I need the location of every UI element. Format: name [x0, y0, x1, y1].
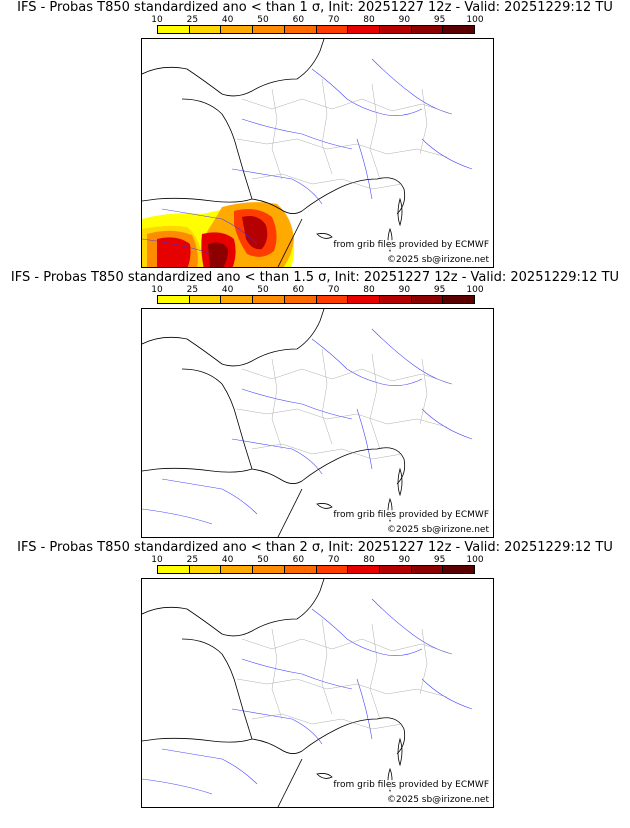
colorbar-swatch [379, 26, 412, 33]
colorbar-tick-label: 50 [257, 285, 269, 295]
colorbar-tick-label: 100 [466, 555, 484, 565]
colorbar-swatch [221, 296, 254, 303]
colorbar-tick-label: 80 [363, 555, 375, 565]
colorbar-swatch [379, 566, 412, 573]
colorbar-tick-label: 70 [327, 285, 340, 295]
colorbar-swatch [253, 296, 285, 303]
colorbar [157, 295, 475, 304]
colorbar-swatch [348, 26, 380, 33]
map-canvas [142, 39, 473, 267]
source-credit: from grib files provided by ECMWF [333, 240, 489, 250]
colorbar-swatch [443, 26, 475, 33]
colorbar-swatch [253, 566, 285, 573]
colorbar-tick-label: 10 [151, 285, 163, 295]
colorbar-tick-label: 60 [292, 15, 305, 25]
colorbar-tick-label: 80 [363, 285, 375, 295]
colorbar-labels: 10 25 40 50 60 70 80 90 95 100 [151, 15, 483, 25]
colorbar-swatch [189, 566, 222, 573]
colorbar-swatch [158, 26, 190, 33]
colorbar-swatch [316, 26, 349, 33]
colorbar-tick-label: 60 [292, 285, 305, 295]
colorbar-tick-label: 100 [466, 15, 484, 25]
colorbar [157, 565, 475, 574]
map-canvas [142, 309, 473, 537]
panel-title: IFS - Probas T850 standardized ano < tha… [10, 270, 620, 285]
colorbar-swatch [411, 566, 444, 573]
colorbar-tick-label: 95 [433, 285, 446, 295]
colorbar-swatch [411, 26, 444, 33]
colorbar-swatch [284, 566, 317, 573]
colorbar-tick-label: 40 [221, 555, 234, 565]
panel-1: IFS - Probas T850 standardized ano < tha… [0, 0, 630, 270]
colorbar-swatch [411, 296, 444, 303]
copyright-credit: ©2025 sb@irizone.net [387, 525, 489, 535]
colorbar [157, 25, 475, 34]
colorbar-swatch [443, 566, 475, 573]
colorbar-swatch [379, 296, 412, 303]
colorbar-labels: 10 25 40 50 60 70 80 90 95 100 [151, 285, 483, 295]
source-credit: from grib files provided by ECMWF [333, 510, 489, 520]
colorbar-tick-label: 90 [398, 15, 411, 25]
probability-field [142, 202, 295, 267]
colorbar-tick-label: 95 [433, 555, 446, 565]
colorbar-tick-label: 90 [398, 285, 411, 295]
source-credit: from grib files provided by ECMWF [333, 780, 489, 790]
colorbar-tick-label: 100 [466, 285, 484, 295]
colorbar-tick-label: 70 [327, 555, 340, 565]
colorbar-tick-label: 50 [257, 555, 269, 565]
map-france: from grib files provided by ECMWF ©2025 … [141, 578, 494, 808]
colorbar-swatch [253, 26, 285, 33]
panel-3: IFS - Probas T850 standardized ano < tha… [0, 540, 630, 810]
colorbar-tick-label: 40 [221, 15, 234, 25]
panel-title: IFS - Probas T850 standardized ano < tha… [17, 0, 613, 15]
colorbar-tick-label: 25 [186, 15, 199, 25]
colorbar-swatch [284, 26, 317, 33]
panel-2: IFS - Probas T850 standardized ano < tha… [0, 270, 630, 540]
colorbar-swatch [158, 566, 190, 573]
colorbar-tick-label: 95 [433, 15, 446, 25]
colorbar-tick-label: 25 [186, 285, 199, 295]
panel-title: IFS - Probas T850 standardized ano < tha… [17, 540, 613, 555]
copyright-credit: ©2025 sb@irizone.net [387, 795, 489, 805]
colorbar-tick-label: 40 [221, 285, 234, 295]
colorbar-tick-label: 80 [363, 15, 375, 25]
colorbar-swatch [221, 566, 254, 573]
colorbar-swatch [189, 26, 222, 33]
colorbar-swatch [221, 26, 254, 33]
colorbar-swatch [348, 296, 380, 303]
colorbar-swatch [316, 296, 349, 303]
map-france: from grib files provided by ECMWF ©2025 … [141, 38, 494, 268]
copyright-credit: ©2025 sb@irizone.net [387, 255, 489, 265]
colorbar-tick-label: 60 [292, 555, 305, 565]
map-france: from grib files provided by ECMWF ©2025 … [141, 308, 494, 538]
colorbar-tick-label: 10 [151, 15, 163, 25]
map-canvas [142, 579, 473, 807]
colorbar-tick-label: 25 [186, 555, 199, 565]
colorbar-swatch [189, 296, 222, 303]
colorbar-tick-label: 70 [327, 15, 340, 25]
colorbar-tick-label: 90 [398, 555, 411, 565]
colorbar-tick-label: 10 [151, 555, 163, 565]
colorbar-swatch [158, 296, 190, 303]
colorbar-swatch [348, 566, 380, 573]
colorbar-swatch [284, 296, 317, 303]
colorbar-tick-label: 50 [257, 15, 269, 25]
colorbar-swatch [316, 566, 349, 573]
colorbar-swatch [443, 296, 475, 303]
colorbar-labels: 10 25 40 50 60 70 80 90 95 100 [151, 555, 483, 565]
